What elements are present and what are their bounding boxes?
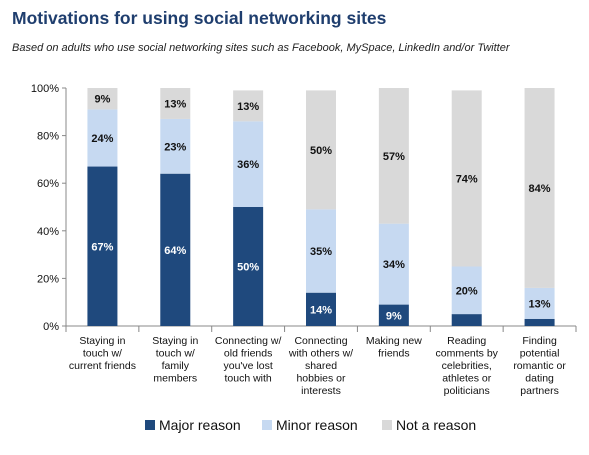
chart-title: Motivations for using social networking …	[12, 8, 387, 28]
bar-segment-minor-reason	[378, 223, 409, 305]
bar-segment-minor-reason	[306, 209, 336, 293]
bar-segment-major-reason	[233, 207, 264, 326]
x-category-label: with others w/	[288, 348, 353, 360]
bar-segment-not-a-reason	[87, 88, 118, 110]
bar-segment-major-reason	[87, 166, 118, 326]
x-category-label: shared	[305, 360, 337, 372]
data-label: 84%	[529, 183, 551, 195]
y-tick-label: 40%	[37, 226, 59, 238]
data-label: 9%	[94, 94, 110, 106]
data-label: 14%	[310, 304, 332, 316]
x-category-label: politicians	[444, 385, 490, 397]
x-category-label: interests	[301, 385, 341, 397]
legend: Major reason Minor reason Not a reason	[145, 417, 476, 433]
bar-segment-minor-reason	[87, 109, 118, 167]
y-tick-label: 20%	[37, 273, 59, 285]
x-category-label: old friends	[224, 348, 272, 360]
data-label: 9%	[386, 310, 402, 322]
data-label: 64%	[164, 245, 186, 257]
x-category-label: Staying in	[152, 335, 198, 347]
y-tick-label: 80%	[37, 131, 59, 143]
y-tick-label: 60%	[37, 178, 59, 190]
x-category-label: touch w/	[156, 348, 195, 360]
x-category-label: athletes or	[442, 373, 492, 385]
bar-segment-minor-reason	[524, 287, 555, 319]
x-category-label: touch w/	[83, 348, 122, 360]
bar-segment-not-a-reason	[160, 88, 191, 119]
x-category-label: Staying in	[79, 335, 125, 347]
data-label: 35%	[310, 246, 332, 258]
bar-segment-major-reason	[306, 292, 336, 326]
bar-segment-major-reason	[451, 314, 482, 326]
chart-subtitle: Based on adults who use social networkin…	[12, 42, 510, 54]
y-tick-label: 0%	[43, 321, 59, 333]
x-category-label: comments by	[435, 348, 498, 360]
x-category-label: friends	[378, 348, 410, 360]
bar-segment-major-reason	[160, 173, 191, 326]
bar-segment-not-a-reason	[524, 88, 555, 288]
x-category-label: Connecting w/	[215, 335, 282, 347]
bar-segment-minor-reason	[233, 121, 264, 207]
x-category-label: celebrities,	[442, 360, 492, 372]
bar-segment-minor-reason	[451, 266, 482, 315]
y-tick-label: 100%	[31, 83, 59, 95]
data-label: 13%	[237, 101, 259, 113]
bar-segment-major-reason	[524, 318, 555, 326]
legend-swatch	[262, 420, 272, 430]
x-category-label: Making new	[366, 335, 422, 347]
x-category-label: family	[162, 360, 190, 372]
legend-label: Not a reason	[396, 417, 476, 433]
x-category-label: touch with	[225, 373, 272, 385]
data-label: 23%	[164, 141, 186, 153]
x-category-label: current friends	[69, 360, 136, 372]
bar-segment-not-a-reason	[233, 90, 264, 122]
bar-segment-not-a-reason	[306, 90, 336, 210]
data-label: 50%	[237, 262, 259, 274]
bar-segment-not-a-reason	[451, 90, 482, 267]
bar-segment-major-reason	[378, 304, 409, 326]
x-category-label: Finding	[522, 335, 557, 347]
data-label: 57%	[383, 151, 405, 163]
data-label: 34%	[383, 259, 405, 271]
legend-label: Major reason	[159, 417, 241, 433]
x-category-label: partners	[520, 385, 559, 397]
legend-swatch	[382, 420, 392, 430]
x-category-label: you've lost	[224, 360, 273, 372]
plot-area: 0%20%40%60%80%100%67%24%9%Staying intouc…	[31, 83, 577, 397]
x-category-label: members	[153, 373, 197, 385]
data-label: 50%	[310, 145, 332, 157]
x-category-label: Connecting	[294, 335, 347, 347]
x-category-label: hobbies or	[296, 373, 346, 385]
data-label: 36%	[237, 159, 259, 171]
x-category-label: Reading	[447, 335, 486, 347]
x-category-label: potential	[520, 348, 560, 360]
bar-segment-minor-reason	[160, 118, 191, 174]
x-category-label: dating	[525, 373, 554, 385]
legend-label: Minor reason	[276, 417, 358, 433]
legend-swatch	[145, 420, 155, 430]
bar-segment-not-a-reason	[378, 88, 409, 224]
x-category-label: romantic or	[513, 360, 566, 372]
data-label: 13%	[529, 298, 551, 310]
data-label: 20%	[456, 285, 478, 297]
data-label: 67%	[91, 241, 113, 253]
data-label: 13%	[164, 98, 186, 110]
data-label: 24%	[91, 133, 113, 145]
data-label: 74%	[456, 173, 478, 185]
